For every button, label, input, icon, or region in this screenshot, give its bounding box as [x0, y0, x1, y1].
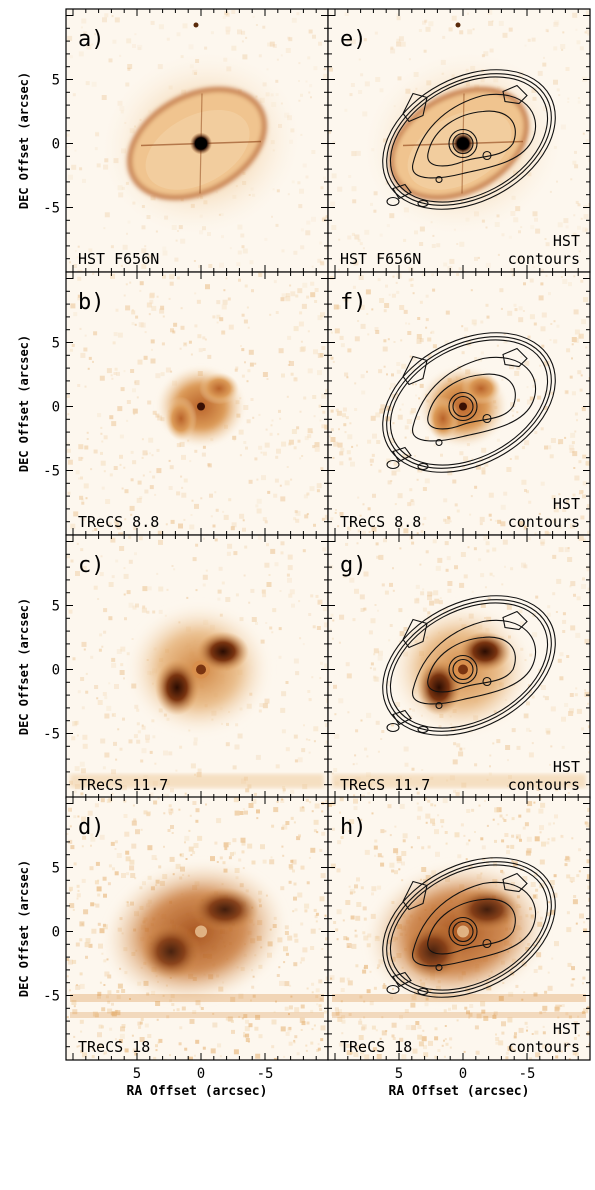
panel-image [66, 797, 328, 1060]
y-tick-label: 5 [52, 599, 60, 615]
panel-corner-label: contours [508, 250, 580, 268]
x-tick-label: -5 [257, 1066, 274, 1082]
y-tick-label: 0 [52, 137, 60, 153]
panel-letter: a) [78, 27, 105, 52]
panel-letter: b) [78, 290, 105, 315]
y-axis-label: DEC Offset (arcsec) [17, 335, 31, 472]
panel-label: TReCS 18 [340, 1038, 412, 1056]
panel-corner-label: contours [508, 513, 580, 531]
panel-corner-label: HST [553, 495, 580, 513]
hst-contours [382, 332, 556, 473]
panel-letter: h) [340, 815, 367, 840]
hst-contours [382, 857, 556, 998]
x-tick-label: 0 [459, 1066, 467, 1082]
panel-frame [327, 796, 591, 1061]
panel-letter: e) [340, 27, 367, 52]
panel-a: a) HST F656N [65, 8, 329, 273]
y-tick-label: 5 [52, 73, 60, 89]
axes-layer: 5 0 -5 DEC Offset (arcsec) 5 0 -5 DEC Offset (a… [17, 72, 535, 1099]
x-axis-label: RA Offset (arcsec) [127, 1084, 268, 1099]
hst-contours [382, 69, 556, 210]
panel-corner-label: HST [553, 232, 580, 250]
panel-image [66, 272, 328, 535]
panel-image [328, 272, 590, 535]
panel-image [328, 797, 590, 1060]
y-tick-label: 5 [52, 861, 60, 877]
x-tick-label: 5 [395, 1066, 403, 1082]
panel-d: d) TReCS 18 [65, 796, 329, 1061]
panel-corner-label: HST [553, 1020, 580, 1038]
panel-corner-label: HST [553, 758, 580, 776]
y-tick-label: 5 [52, 336, 60, 352]
panel-corner-label: contours [508, 776, 580, 794]
panel-image [328, 9, 590, 272]
y-tick-label: -5 [43, 201, 60, 217]
y-tick-label: -5 [43, 464, 60, 480]
y-axis-label: DEC Offset (arcsec) [17, 860, 31, 997]
hst-contours [382, 595, 556, 736]
x-tick-label: 5 [133, 1066, 141, 1082]
panel-image [66, 9, 328, 272]
y-tick-label: -5 [43, 989, 60, 1005]
y-tick-label: 0 [52, 925, 60, 941]
y-axis-label: DEC Offset (arcsec) [17, 72, 31, 209]
panel-label: HST F656N [78, 250, 159, 268]
panel-letter: f) [340, 290, 367, 315]
panel-image [328, 535, 590, 798]
panel-label: TReCS 8.8 [78, 513, 159, 531]
panel-letter: d) [78, 815, 105, 840]
y-tick-label: 0 [52, 663, 60, 679]
panel-corner-label: contours [508, 1038, 580, 1056]
panel-label: TReCS 11.7 [340, 776, 430, 794]
panel-c: c) TReCS 11.7 [65, 534, 329, 799]
y-tick-label: -5 [43, 727, 60, 743]
y-tick-label: 0 [52, 400, 60, 416]
panel-label: TReCS 11.7 [78, 776, 168, 794]
panel-letter: g) [340, 553, 367, 578]
panel-image [66, 535, 328, 798]
panel-letter: c) [78, 553, 105, 578]
x-tick-label: -5 [519, 1066, 536, 1082]
panel-b: b) TReCS 8.8 [65, 271, 329, 536]
x-tick-label: 0 [197, 1066, 205, 1082]
panel-label: HST F656N [340, 250, 421, 268]
y-axis-label: DEC Offset (arcsec) [17, 598, 31, 735]
panel-label: TReCS 18 [78, 1038, 150, 1056]
x-axis-label: RA Offset (arcsec) [389, 1084, 530, 1099]
panel-label: TReCS 8.8 [340, 513, 421, 531]
